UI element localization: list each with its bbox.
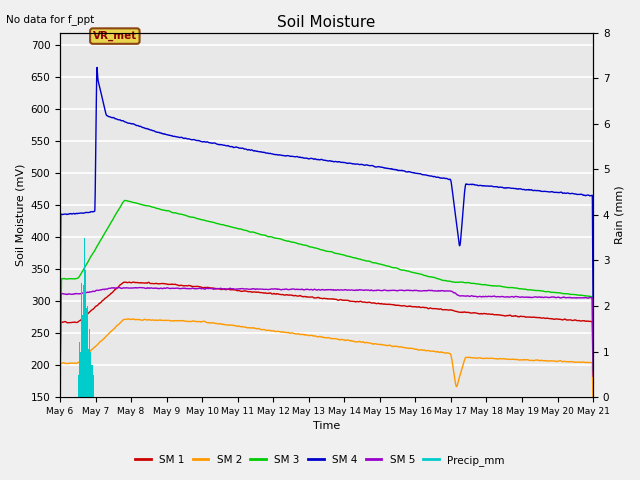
- Bar: [92, 365, 93, 397]
- Bar: [82, 340, 83, 397]
- Bar: [82, 351, 83, 397]
- Bar: [88, 370, 89, 397]
- Bar: [83, 286, 84, 397]
- Bar: [89, 349, 90, 397]
- Bar: [78, 375, 79, 397]
- X-axis label: Time: Time: [313, 421, 340, 432]
- Bar: [87, 360, 88, 397]
- Bar: [83, 315, 84, 397]
- Bar: [90, 351, 92, 397]
- Bar: [91, 379, 92, 397]
- Bar: [92, 375, 93, 397]
- Bar: [80, 351, 81, 397]
- Bar: [85, 270, 86, 397]
- Bar: [79, 359, 80, 397]
- Bar: [84, 308, 86, 397]
- Bar: [84, 333, 85, 397]
- Bar: [92, 375, 93, 397]
- Legend: SM 1, SM 2, SM 3, SM 4, SM 5, Precip_mm: SM 1, SM 2, SM 3, SM 4, SM 5, Precip_mm: [131, 451, 509, 470]
- Bar: [90, 365, 91, 397]
- Bar: [80, 375, 81, 397]
- Bar: [90, 370, 91, 397]
- Bar: [84, 286, 85, 397]
- Bar: [79, 359, 81, 397]
- Bar: [88, 349, 90, 397]
- Y-axis label: Soil Moisture (mV): Soil Moisture (mV): [15, 164, 25, 266]
- Bar: [93, 384, 94, 397]
- Bar: [83, 333, 84, 397]
- Text: No data for f_ppt: No data for f_ppt: [6, 14, 95, 25]
- Bar: [86, 346, 87, 397]
- Bar: [91, 365, 92, 397]
- Bar: [79, 342, 80, 397]
- Title: Soil Moisture: Soil Moisture: [277, 15, 376, 30]
- Bar: [81, 283, 82, 397]
- Bar: [81, 317, 82, 397]
- Bar: [86, 306, 88, 397]
- Bar: [86, 333, 87, 397]
- Bar: [87, 333, 88, 397]
- Bar: [81, 317, 83, 397]
- Y-axis label: Rain (mm): Rain (mm): [615, 186, 625, 244]
- Text: VR_met: VR_met: [93, 31, 137, 41]
- Bar: [89, 329, 90, 397]
- Bar: [85, 308, 86, 397]
